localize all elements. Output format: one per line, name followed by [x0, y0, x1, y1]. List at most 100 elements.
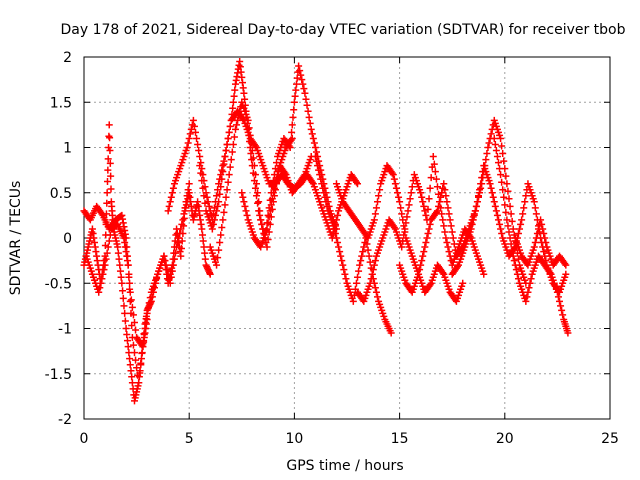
- data-point: [163, 266, 171, 274]
- data-point: [247, 139, 255, 147]
- data-point: [425, 195, 433, 203]
- data-point: [104, 166, 112, 174]
- data-point: [104, 243, 112, 251]
- data-point: [229, 104, 237, 112]
- data-point: [224, 134, 232, 142]
- data-point: [429, 153, 437, 161]
- data-point: [401, 225, 409, 233]
- data-point: [442, 192, 450, 200]
- data-point: [404, 207, 412, 215]
- data-point: [473, 198, 481, 206]
- data-point: [249, 154, 257, 162]
- plot-frame: [83, 56, 611, 420]
- data-point: [310, 139, 318, 147]
- data-point: [416, 266, 424, 274]
- data-point: [358, 252, 366, 260]
- data-point: [302, 95, 310, 103]
- data-point: [106, 147, 114, 155]
- data-point: [314, 162, 322, 170]
- data-point: [430, 160, 438, 168]
- data-point: [520, 204, 528, 212]
- series-arc-5: [196, 107, 362, 242]
- data-point: [352, 279, 360, 287]
- x-tick-label: 20: [496, 431, 514, 447]
- data-point: [192, 128, 200, 136]
- data-point: [363, 240, 371, 248]
- data-point: [251, 171, 259, 179]
- data-point: [122, 325, 130, 332]
- data-point: [165, 202, 173, 210]
- data-point: [223, 140, 231, 148]
- data-point: [103, 199, 111, 207]
- data-point: [504, 222, 512, 230]
- data-point: [292, 86, 300, 94]
- data-point: [304, 107, 312, 115]
- data-point: [198, 225, 206, 233]
- data-point: [291, 92, 299, 100]
- data-point: [120, 302, 128, 310]
- data-point: [221, 201, 229, 209]
- data-point: [433, 207, 441, 215]
- data-point: [317, 175, 325, 183]
- axis-ticks: [83, 56, 611, 420]
- data-point: [337, 252, 345, 260]
- data-point: [448, 228, 456, 236]
- data-point: [334, 211, 342, 219]
- data-point: [470, 211, 478, 219]
- data-point: [245, 124, 253, 132]
- data-point: [435, 202, 443, 210]
- data-point: [274, 171, 282, 179]
- data-point: [288, 128, 296, 136]
- x-tick-label: 0: [80, 431, 89, 447]
- data-point: [132, 356, 140, 364]
- data-point: [193, 134, 201, 142]
- data-point: [558, 306, 566, 314]
- data-point: [255, 198, 263, 206]
- data-point: [397, 204, 405, 212]
- grid-lines: [84, 57, 610, 419]
- data-point: [197, 169, 205, 177]
- data-point: [312, 157, 320, 165]
- data-point: [436, 198, 444, 206]
- data-point: [128, 379, 136, 387]
- data-point: [323, 202, 331, 210]
- data-point: [364, 246, 372, 254]
- data-point: [477, 180, 485, 188]
- data-point: [185, 180, 193, 188]
- data-point: [97, 279, 105, 287]
- data-point: [417, 189, 425, 197]
- data-point: [472, 202, 480, 210]
- chart-title: Day 178 of 2021, Sidereal Day-to-day VTE…: [60, 22, 625, 38]
- data-point: [365, 252, 373, 260]
- data-point: [116, 267, 124, 275]
- data-point: [128, 321, 136, 329]
- data-point: [354, 180, 362, 188]
- data-point: [128, 334, 136, 342]
- data-point: [228, 148, 236, 156]
- data-point: [500, 157, 508, 165]
- data-point: [531, 239, 539, 247]
- data-point: [301, 89, 309, 97]
- data-point: [225, 171, 233, 179]
- data-point: [201, 249, 209, 257]
- data-point: [418, 257, 426, 265]
- data-point: [487, 130, 495, 138]
- data-point: [290, 106, 298, 114]
- y-tick-label: -0.5: [45, 276, 72, 292]
- data-point: [103, 177, 111, 185]
- data-point: [420, 248, 428, 256]
- data-point: [490, 198, 498, 206]
- data-point: [503, 180, 511, 188]
- data-point: [101, 261, 109, 269]
- data-point: [497, 134, 505, 142]
- data-point: [440, 222, 448, 230]
- data-point: [338, 257, 346, 265]
- data-point: [243, 211, 251, 219]
- data-point: [388, 169, 396, 177]
- data-point: [226, 122, 234, 130]
- data-point: [169, 184, 177, 192]
- data-point: [426, 281, 434, 289]
- data-point: [424, 205, 432, 213]
- x-axis-label: GPS time / hours: [286, 458, 403, 474]
- data-point: [251, 184, 259, 192]
